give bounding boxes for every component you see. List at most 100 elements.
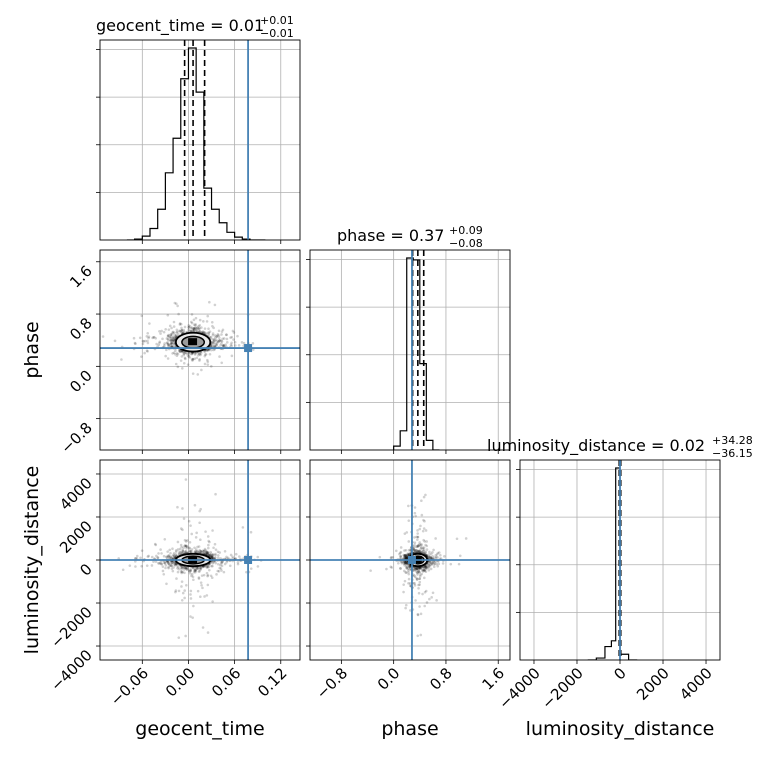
scatter-point [418, 575, 422, 578]
scatter-point [151, 336, 154, 340]
scatter-point [210, 556, 214, 559]
histogram-bin [426, 440, 433, 450]
scatter-point [412, 549, 416, 552]
scatter-point [428, 560, 432, 564]
scatter-point [158, 329, 161, 333]
scatter-point [169, 560, 173, 564]
scatter-point [423, 568, 427, 571]
scatter-point [420, 546, 423, 549]
scatter-point [167, 344, 171, 347]
scatter-point [225, 341, 229, 344]
truth-marker [244, 556, 253, 564]
scatter-panel-luminosity-distance-vs-geocent-time [96, 459, 301, 664]
scatter-point [199, 567, 203, 570]
scatter-point [179, 570, 183, 573]
scatter-point [405, 555, 409, 559]
scatter-point [201, 565, 204, 569]
scatter-point [222, 344, 226, 348]
scatter-point [180, 565, 184, 568]
scatter-point [155, 342, 158, 346]
histogram-bin [165, 173, 173, 240]
scatter-point [419, 633, 423, 637]
scatter-point [176, 540, 180, 544]
scatter-point [192, 318, 196, 322]
scatter-point [211, 529, 214, 532]
scatter-point [184, 634, 187, 638]
scatter-point [425, 553, 429, 557]
scatter-point [420, 543, 423, 547]
scatter-point [213, 542, 217, 546]
scatter-point [185, 583, 188, 587]
scatter-point [193, 503, 197, 507]
scatter-point [412, 551, 416, 554]
scatter-point [222, 344, 225, 348]
scatter-point [183, 566, 186, 570]
scatter-point [427, 564, 431, 567]
scatter-point [170, 561, 174, 564]
scatter-point [132, 336, 136, 340]
scatter-point [203, 549, 206, 552]
scatter-point [113, 339, 117, 343]
scatter-point [421, 549, 424, 553]
scatter-point [429, 561, 432, 564]
scatter-point [406, 552, 409, 556]
scatter-point [402, 556, 405, 560]
scatter-point [203, 551, 206, 555]
scatter-point [414, 566, 417, 570]
scatter-point [402, 555, 406, 559]
scatter-point [187, 355, 191, 358]
scatter-point [416, 613, 420, 617]
scatter-point [422, 576, 426, 580]
scatter-point [190, 574, 193, 578]
scatter-point [175, 354, 179, 358]
scatter-point [251, 342, 255, 345]
scatter-point [150, 564, 154, 567]
scatter-point [422, 549, 425, 553]
scatter-point [389, 565, 393, 569]
scatter-point [424, 493, 427, 497]
scatter-point [167, 566, 170, 570]
scatter-point [212, 339, 216, 343]
scatter-point [167, 556, 171, 559]
title-geocent-time-plus: +0.01 [260, 14, 294, 27]
scatter-point [211, 553, 214, 557]
scatter-point [172, 338, 175, 341]
scatter-point [189, 589, 193, 593]
scatter-point [150, 555, 154, 559]
scatter-point [403, 569, 406, 573]
scatter-point [423, 604, 427, 608]
scatter-point [212, 338, 216, 341]
scatter-point [436, 556, 439, 559]
scatter-point [218, 566, 221, 570]
scatter-point [171, 561, 175, 565]
ylabel-phase: phase [21, 321, 43, 378]
scatter-point [183, 550, 187, 553]
scatter-point [190, 321, 194, 325]
scatter-point [181, 550, 185, 553]
scatter-point [171, 352, 174, 355]
scatter-point [172, 331, 176, 334]
scatter-point [147, 335, 151, 339]
scatter-point [191, 328, 194, 332]
scatter-point [183, 596, 186, 600]
scatter-point [219, 561, 223, 565]
scatter-point [407, 548, 411, 552]
scatter-point [179, 330, 183, 334]
scatter-point [182, 353, 186, 357]
scatter-point [219, 567, 223, 570]
scatter-point [405, 531, 409, 534]
scatter-point [192, 604, 195, 608]
scatter-point [207, 539, 210, 543]
scatter-point [218, 355, 221, 358]
scatter-point [178, 329, 182, 333]
density-peak [188, 338, 198, 346]
scatter-point [221, 560, 224, 563]
scatter-point [407, 567, 410, 570]
scatter-point [205, 332, 208, 335]
scatter-point [216, 334, 219, 337]
scatter-point [176, 505, 179, 509]
scatter-point [194, 324, 197, 327]
scatter-point [172, 320, 176, 324]
scatter-point [197, 576, 201, 579]
scatter-point [404, 606, 407, 610]
